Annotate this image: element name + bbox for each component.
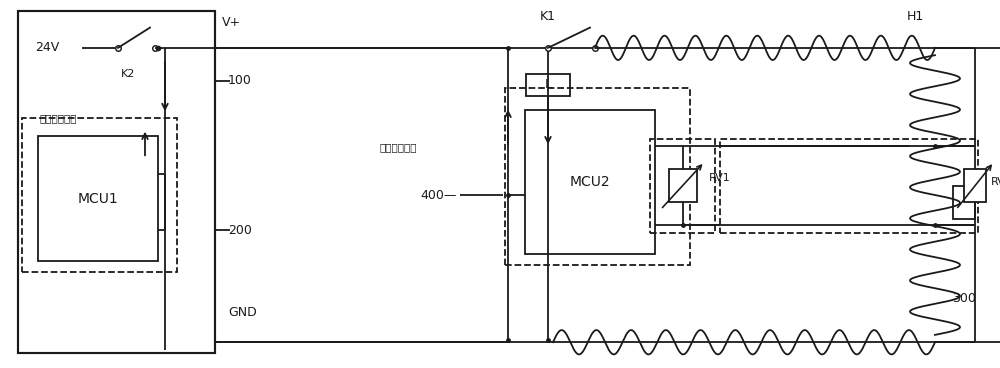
Text: 200: 200 xyxy=(228,223,252,237)
Text: 第二调制信号: 第二调制信号 xyxy=(380,142,418,152)
Bar xyxy=(505,88,690,265)
Bar xyxy=(38,136,158,261)
Text: L: L xyxy=(544,78,552,91)
Text: K2: K2 xyxy=(121,68,135,79)
Text: 400—: 400— xyxy=(420,188,456,202)
Bar xyxy=(668,169,696,202)
Text: RV1: RV1 xyxy=(708,173,730,183)
Bar xyxy=(22,118,177,272)
Text: GND: GND xyxy=(228,306,257,319)
Bar xyxy=(526,74,570,96)
Text: K1: K1 xyxy=(540,10,556,23)
Text: 300: 300 xyxy=(952,291,976,305)
Text: 100: 100 xyxy=(228,74,252,88)
Bar xyxy=(953,186,975,219)
Text: V+: V+ xyxy=(222,15,241,29)
Text: RV2: RV2 xyxy=(991,177,1000,187)
Bar xyxy=(525,110,655,254)
Text: 24V: 24V xyxy=(35,41,59,54)
Text: H1: H1 xyxy=(906,10,924,23)
Bar xyxy=(720,139,978,233)
Text: MCU1: MCU1 xyxy=(78,192,118,206)
Text: MCU2: MCU2 xyxy=(570,175,610,189)
Text: 第一调制信号: 第一调制信号 xyxy=(40,113,78,123)
Bar xyxy=(18,11,215,353)
Bar xyxy=(650,139,715,233)
Bar xyxy=(964,169,986,202)
